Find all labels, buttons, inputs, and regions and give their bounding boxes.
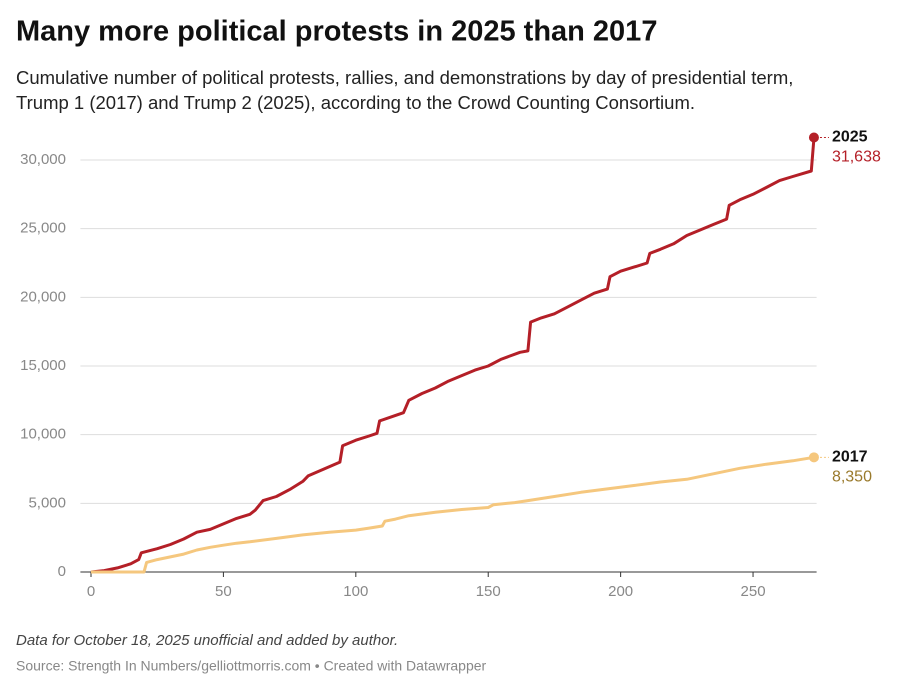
value-label: 8,350: [832, 469, 872, 486]
x-tick-label: 250: [741, 583, 766, 600]
y-tick-label: 10,000: [20, 426, 66, 443]
legend-label: 2025: [832, 129, 868, 146]
y-tick-label: 20,000: [20, 288, 66, 305]
y-tick-label: 5,000: [28, 494, 66, 511]
end-point: [808, 132, 819, 143]
legend-label: 2017: [832, 449, 868, 466]
value-label: 31,638: [832, 149, 881, 166]
y-tick-label: 25,000: [20, 220, 66, 237]
y-tick-label: 30,000: [20, 151, 66, 168]
chart-source: Source: Strength In Numbers/gelliottmorr…: [16, 658, 487, 674]
y-tick-label: 0: [58, 563, 66, 580]
x-tick-label: 200: [608, 583, 633, 600]
chart-title: Many more political protests in 2025 tha…: [16, 16, 657, 48]
x-tick-label: 150: [476, 583, 501, 600]
series-line: [91, 455, 815, 574]
y-tick-label: 15,000: [20, 357, 66, 374]
chart-note: Data for October 18, 2025 unofficial and…: [16, 632, 398, 649]
series-line: [90, 137, 816, 574]
chart-subtitle: Cumulative number of political protests,…: [16, 67, 793, 88]
x-tick-label: 100: [343, 583, 368, 600]
x-tick-label: 0: [87, 583, 95, 600]
x-tick-label: 50: [215, 583, 232, 600]
end-point: [808, 452, 819, 463]
chart-subtitle: Trump 1 (2017) and Trump 2 (2025), accor…: [16, 92, 695, 113]
